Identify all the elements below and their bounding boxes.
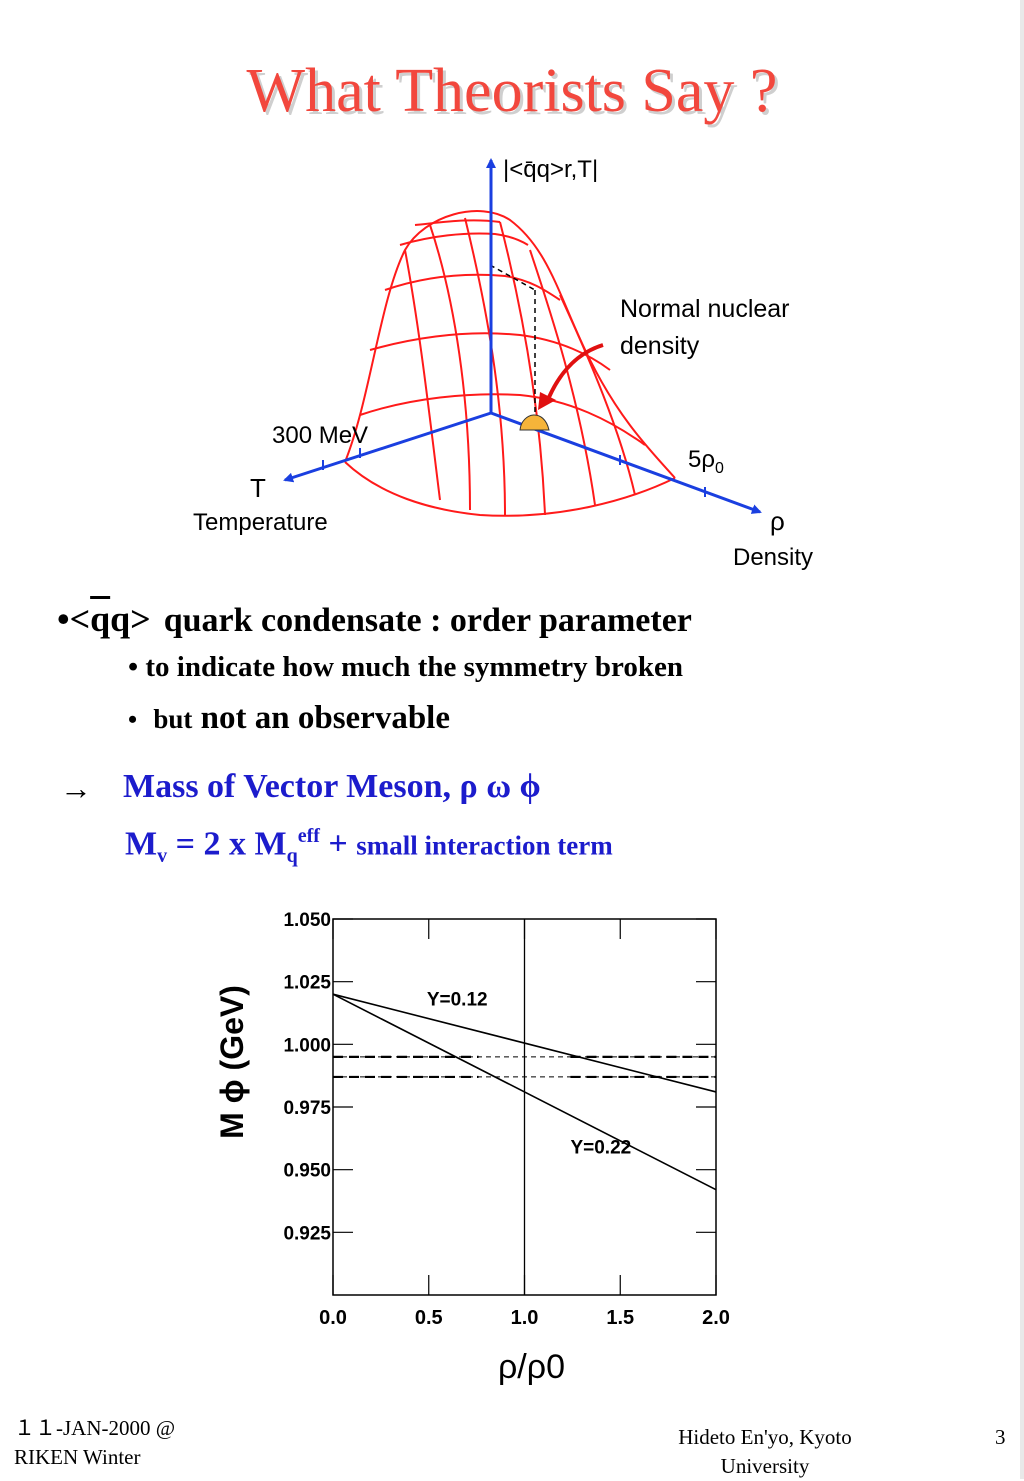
bullet-symmetry: • to indicate how much the symmetry brok… <box>128 651 683 683</box>
bullet-but: but <box>153 704 193 734</box>
y-axis-label: M ϕ (GeV) <box>214 985 250 1139</box>
vector-meson-line: Mass of Vector Meson, ρ ω ϕ <box>123 768 541 805</box>
x-tick-label: 2.0 <box>702 1307 730 1329</box>
mass-formula: Mv = 2 x Mqeff + small interaction term <box>125 825 613 868</box>
y-tick-label: 0.950 <box>283 1161 331 1182</box>
bullet-not-observable-text: not an observable <box>200 700 450 736</box>
qbar-symbol: q <box>90 599 111 639</box>
normal-density-marker <box>519 414 550 431</box>
arrow-icon: → <box>60 770 92 806</box>
density-label: Density <box>733 544 813 571</box>
footer-author: Hideto En'yo, Kyoto University <box>615 1423 915 1481</box>
x-tick-label: 0.0 <box>319 1307 347 1329</box>
bullet-condensate: •<qq> quark condensate : order parameter <box>57 598 692 640</box>
series-label: Y=0.12 <box>427 989 488 1010</box>
x-tick-label: 1.0 <box>511 1307 539 1329</box>
slide-title: What Theorists Say ? <box>246 57 778 125</box>
series-line <box>332 993 717 1093</box>
bullet-dot: • <box>128 705 138 734</box>
y-tick-label: 0.925 <box>283 1223 331 1244</box>
y-tick-label: 1.025 <box>283 973 331 994</box>
footer-date: １１-JAN-2000 @ RIKEN Winter <box>14 1414 175 1472</box>
footer-date-line2: RIKEN Winter <box>14 1445 141 1469</box>
page-number: 3 <box>995 1425 1006 1449</box>
temperature-label: Temperature <box>193 509 328 536</box>
annotation-line2: density <box>620 332 700 360</box>
y-tick-label: 1.000 <box>283 1035 331 1056</box>
footer-author-line1: Hideto En'yo, Kyoto <box>678 1425 852 1449</box>
series-line <box>332 993 717 1191</box>
density-tick-label: 5ρ0 <box>688 446 724 477</box>
x-tick-label: 1.5 <box>606 1307 634 1329</box>
temperature-symbol: T <box>250 473 266 503</box>
annotation-line1: Normal nuclear <box>620 295 790 323</box>
annotation-arrow <box>545 343 604 403</box>
density-symbol: ρ <box>770 506 785 536</box>
y-tick-label: 0.975 <box>283 1098 331 1119</box>
slide-right-edge <box>1020 0 1024 1479</box>
x-axis-label: ρ/ρ0 <box>498 1348 565 1386</box>
condensate-axis-label: |<q̄q>r,T| <box>503 156 598 183</box>
bullet-condensate-text: quark condensate : order parameter <box>163 602 692 639</box>
x-tick-label: 0.5 <box>415 1307 443 1329</box>
y-tick-label: 1.050 <box>283 910 331 931</box>
q-symbol: q> <box>110 599 151 639</box>
condensate-3d-figure: |<q̄q>r,T| Normal nuclear density 300 Me… <box>193 156 813 571</box>
temperature-tick-label: 300 MeV <box>272 422 368 449</box>
footer-date-line1: １１-JAN-2000 @ <box>14 1416 176 1440</box>
footer-author-line2: University <box>720 1454 810 1478</box>
bullet-prefix: •< <box>57 599 91 639</box>
bullet-not-observable: • but not an observable <box>128 700 450 737</box>
temperature-axis <box>283 411 492 483</box>
series-label: Y=0.22 <box>570 1137 631 1158</box>
